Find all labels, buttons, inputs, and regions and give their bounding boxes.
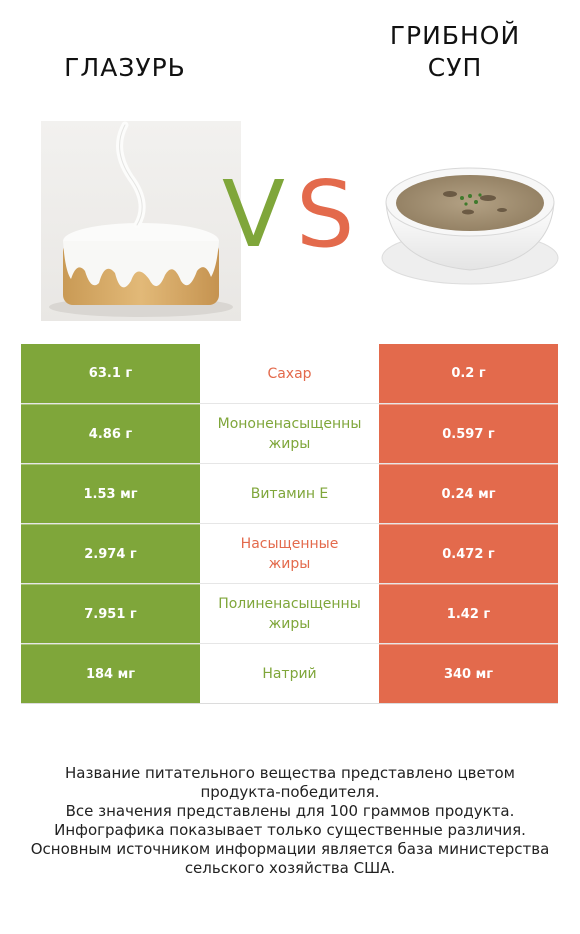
mushroom-soup-image bbox=[381, 167, 559, 285]
footer-notes: Название питательного вещества представл… bbox=[0, 764, 580, 878]
comparison-table: 63.1 г Сахар 0.2 г 4.86 г Мононенасыщенны жир… bbox=[21, 344, 558, 704]
nutrient-label: Сахар bbox=[200, 344, 379, 403]
table-row: 2.974 г Насыщенные жиры 0.472 г bbox=[21, 524, 558, 584]
nutrient-label: Мононенасыщенны жиры bbox=[200, 404, 379, 463]
vs-letter-s: S bbox=[296, 161, 355, 268]
nutrient-label: Витамин E bbox=[200, 464, 379, 523]
right-title-line1: ГРИБНОЙ bbox=[389, 21, 521, 50]
table-row: 184 мг Натрий 340 мг bbox=[21, 644, 558, 704]
nutrient-label-line1: Натрий bbox=[262, 665, 317, 682]
right-title-line2: СУП bbox=[427, 53, 483, 82]
nutrient-label: Насыщенные жиры bbox=[200, 524, 379, 583]
left-value: 63.1 г bbox=[21, 344, 200, 403]
footer-line: продукта-победителя. bbox=[200, 783, 380, 801]
left-value: 1.53 мг bbox=[21, 464, 200, 523]
right-value: 340 мг bbox=[379, 644, 558, 703]
nutrient-label: Полиненасыщенны жиры bbox=[200, 584, 379, 643]
nutrient-label-line2: жиры bbox=[268, 615, 311, 632]
icing-cake-image bbox=[41, 121, 241, 321]
left-value: 7.951 г bbox=[21, 584, 200, 643]
left-value: 2.974 г bbox=[21, 524, 200, 583]
nutrient-label-line1: Витамин E bbox=[250, 485, 329, 502]
right-value: 0.2 г bbox=[379, 344, 558, 403]
right-value: 0.597 г bbox=[379, 404, 558, 463]
table-row: 7.951 г Полиненасыщенны жиры 1.42 г bbox=[21, 584, 558, 644]
table-row: 63.1 г Сахар 0.2 г bbox=[21, 344, 558, 404]
nutrient-label-line2: жиры bbox=[268, 435, 311, 452]
footer-line: Основным источником информации является … bbox=[30, 840, 550, 858]
table-row: 1.53 мг Витамин E 0.24 мг bbox=[21, 464, 558, 524]
right-value: 0.24 мг bbox=[379, 464, 558, 523]
left-value: 4.86 г bbox=[21, 404, 200, 463]
nutrient-label-line1: Полиненасыщенны bbox=[218, 595, 361, 612]
right-product-title: ГРИБНОЙ СУП bbox=[350, 20, 560, 84]
nutrient-label-line1: Насыщенные bbox=[240, 535, 339, 552]
vs-letter-v: V bbox=[222, 161, 285, 268]
right-value: 1.42 г bbox=[379, 584, 558, 643]
footer-line: Название питательного вещества представл… bbox=[65, 764, 515, 782]
footer-line: сельского хозяйства США. bbox=[184, 859, 396, 877]
nutrient-label-line1: Мононенасыщенны bbox=[217, 415, 362, 432]
nutrient-label-line1: Сахар bbox=[267, 365, 312, 382]
footer-line: Все значения представлены для 100 граммо… bbox=[65, 802, 515, 820]
nutrient-label-line2: жиры bbox=[268, 555, 311, 572]
left-value: 184 мг bbox=[21, 644, 200, 703]
footer-line: Инфографика показывает только существенн… bbox=[54, 821, 526, 839]
nutrient-label: Натрий bbox=[200, 644, 379, 703]
left-product-title: ГЛАЗУРЬ bbox=[64, 53, 186, 82]
right-value: 0.472 г bbox=[379, 524, 558, 583]
table-row: 4.86 г Мононенасыщенны жиры 0.597 г bbox=[21, 404, 558, 464]
